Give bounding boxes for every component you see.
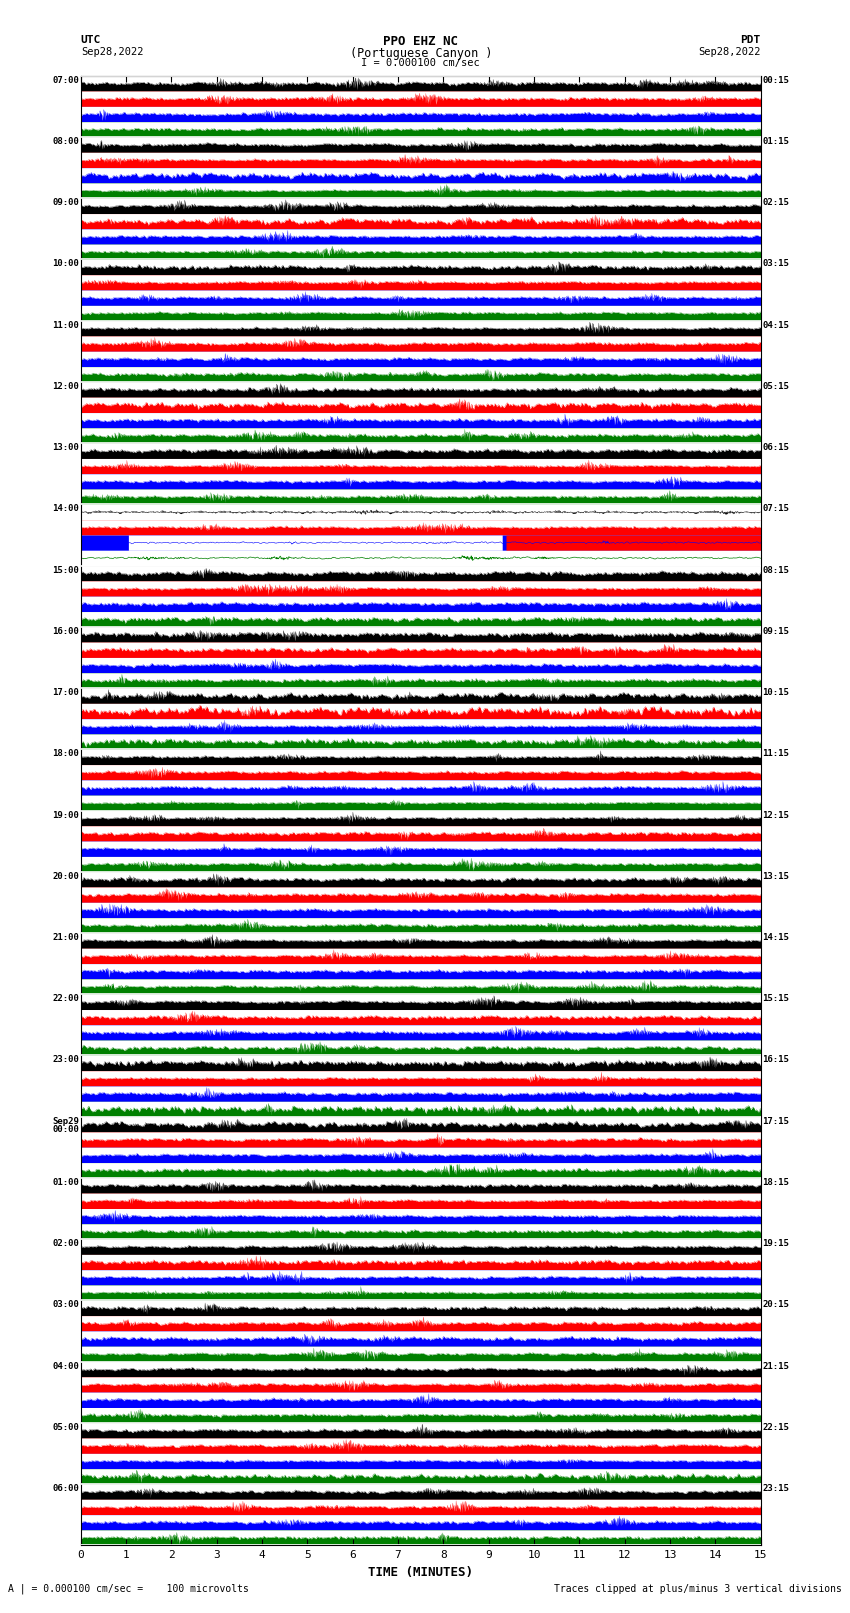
Text: 17:00: 17:00	[53, 689, 79, 697]
Text: (Portuguese Canyon ): (Portuguese Canyon )	[349, 47, 492, 60]
Text: 20:00: 20:00	[53, 871, 79, 881]
Text: 11:15: 11:15	[762, 750, 789, 758]
Text: 14:15: 14:15	[762, 932, 789, 942]
Text: 23:15: 23:15	[762, 1484, 789, 1494]
Text: 03:15: 03:15	[762, 260, 789, 268]
Text: 22:00: 22:00	[53, 994, 79, 1003]
Text: 22:15: 22:15	[762, 1423, 789, 1432]
Text: 08:00: 08:00	[53, 137, 79, 147]
Text: PDT: PDT	[740, 35, 761, 45]
Text: 20:15: 20:15	[762, 1300, 789, 1310]
Text: 18:15: 18:15	[762, 1177, 789, 1187]
Text: 15:00: 15:00	[53, 566, 79, 574]
Text: 19:00: 19:00	[53, 811, 79, 819]
Text: 13:15: 13:15	[762, 871, 789, 881]
Text: 18:00: 18:00	[53, 750, 79, 758]
Text: Sep29: Sep29	[53, 1116, 79, 1126]
Text: 07:15: 07:15	[762, 505, 789, 513]
Text: 01:00: 01:00	[53, 1177, 79, 1187]
Text: 09:00: 09:00	[53, 198, 79, 206]
Text: 17:15: 17:15	[762, 1116, 789, 1126]
Text: 00:15: 00:15	[762, 76, 789, 85]
Text: 14:00: 14:00	[53, 505, 79, 513]
Text: 10:15: 10:15	[762, 689, 789, 697]
Text: 16:00: 16:00	[53, 627, 79, 636]
Text: I = 0.000100 cm/sec: I = 0.000100 cm/sec	[361, 58, 480, 68]
Text: PPO EHZ NC: PPO EHZ NC	[383, 35, 458, 48]
Text: 02:15: 02:15	[762, 198, 789, 206]
Text: 04:00: 04:00	[53, 1361, 79, 1371]
Text: 01:15: 01:15	[762, 137, 789, 147]
Text: A | = 0.000100 cm/sec =    100 microvolts: A | = 0.000100 cm/sec = 100 microvolts	[8, 1582, 249, 1594]
Text: 16:15: 16:15	[762, 1055, 789, 1065]
Text: 13:00: 13:00	[53, 444, 79, 452]
Text: 00:00: 00:00	[53, 1126, 79, 1134]
Text: Sep28,2022: Sep28,2022	[698, 47, 761, 56]
Text: 03:00: 03:00	[53, 1300, 79, 1310]
X-axis label: TIME (MINUTES): TIME (MINUTES)	[368, 1566, 473, 1579]
Text: 12:00: 12:00	[53, 382, 79, 390]
Text: 21:00: 21:00	[53, 932, 79, 942]
Text: 08:15: 08:15	[762, 566, 789, 574]
Text: 10:00: 10:00	[53, 260, 79, 268]
Text: 02:00: 02:00	[53, 1239, 79, 1248]
Text: 23:00: 23:00	[53, 1055, 79, 1065]
Text: 06:00: 06:00	[53, 1484, 79, 1494]
Text: 09:15: 09:15	[762, 627, 789, 636]
Text: 19:15: 19:15	[762, 1239, 789, 1248]
Text: Sep28,2022: Sep28,2022	[81, 47, 144, 56]
Text: 05:15: 05:15	[762, 382, 789, 390]
Text: 06:15: 06:15	[762, 444, 789, 452]
Text: 07:00: 07:00	[53, 76, 79, 85]
Text: 11:00: 11:00	[53, 321, 79, 329]
Text: 04:15: 04:15	[762, 321, 789, 329]
Text: 21:15: 21:15	[762, 1361, 789, 1371]
Text: 12:15: 12:15	[762, 811, 789, 819]
Text: 05:00: 05:00	[53, 1423, 79, 1432]
Text: 15:15: 15:15	[762, 994, 789, 1003]
Text: UTC: UTC	[81, 35, 101, 45]
Text: Traces clipped at plus/minus 3 vertical divisions: Traces clipped at plus/minus 3 vertical …	[553, 1584, 842, 1594]
